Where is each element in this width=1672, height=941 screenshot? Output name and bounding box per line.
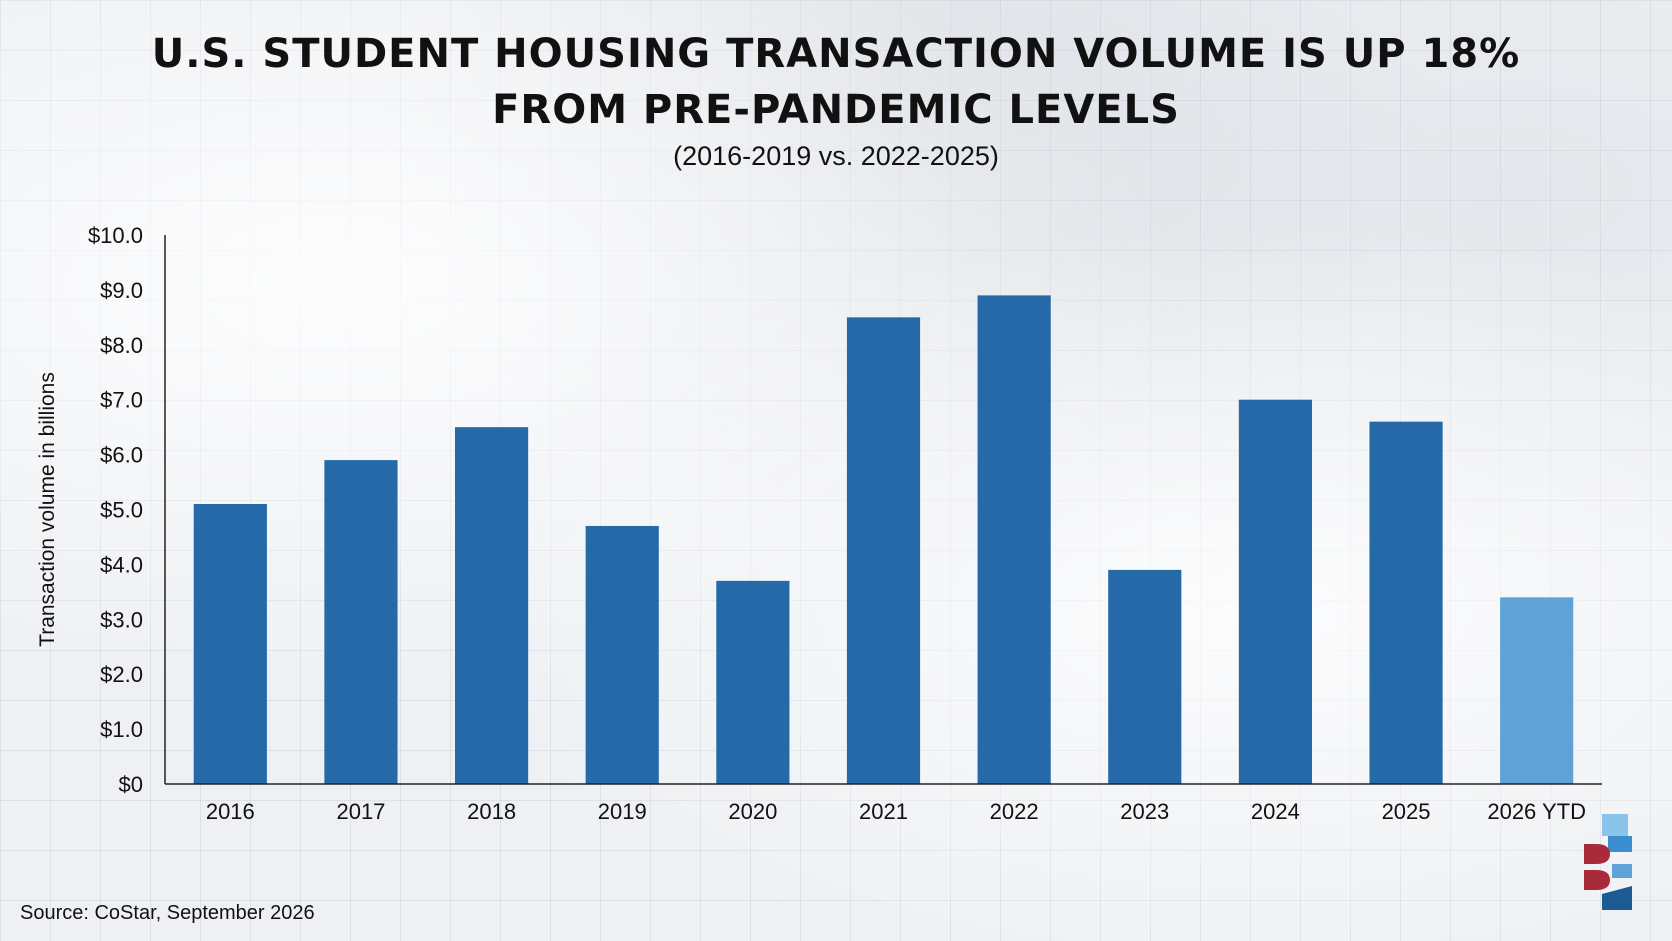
x-tick-label: 2018: [467, 799, 516, 824]
bar-2016: [193, 504, 267, 784]
y-tick-label: $9.0: [100, 278, 143, 303]
bar-2022: [977, 295, 1051, 784]
logo-bar-top: [1602, 814, 1628, 836]
source-note: Source: CoStar, September 2026: [20, 902, 315, 924]
bar-2018: [455, 427, 529, 784]
logo-bar-upper-right: [1608, 836, 1632, 852]
x-tick-label: 2021: [859, 799, 908, 824]
x-tick-label: 2023: [1120, 799, 1169, 824]
logo-red-upper: [1584, 844, 1610, 864]
logo-bar-middle: [1612, 864, 1632, 878]
bar-2024: [1238, 399, 1312, 784]
chart-subtitle: (2016-2019 vs. 2022-2025): [673, 141, 999, 171]
chart-title-line-1: U.S. STUDENT HOUSING TRANSACTION VOLUME …: [151, 31, 1521, 77]
be-logo-icon: [1584, 814, 1632, 910]
y-tick-label: $1.0: [100, 717, 143, 742]
y-tick-label: $3.0: [100, 607, 143, 632]
bar-2026-ytd: [1500, 597, 1574, 784]
y-axis-title: Transaction volume in billions: [36, 372, 59, 647]
x-tick-label: 2020: [728, 799, 777, 824]
y-tick-label: $8.0: [100, 333, 143, 358]
y-tick-label: $2.0: [100, 662, 143, 687]
x-tick-label: 2024: [1251, 799, 1300, 824]
x-tick-label: 2019: [598, 799, 647, 824]
y-tick-label: $10.0: [88, 223, 143, 248]
y-tick-label: $7.0: [100, 388, 143, 413]
logo-bar-bottom: [1602, 886, 1632, 910]
chart-title-line-2: FROM PRE-PANDEMIC LEVELS: [492, 87, 1180, 133]
chart-title: U.S. STUDENT HOUSING TRANSACTION VOLUME …: [0, 26, 1672, 138]
y-tick-label: $4.0: [100, 552, 143, 577]
bar-2019: [585, 525, 659, 784]
x-tick-label: 2017: [336, 799, 385, 824]
logo-red-lower: [1584, 870, 1610, 890]
bar-2021: [846, 317, 921, 784]
bar-2023: [1108, 569, 1182, 784]
x-tick-label: 2016: [206, 799, 255, 824]
y-tick-label: $0: [119, 772, 143, 797]
y-tick-label: $5.0: [100, 498, 143, 523]
y-tick-label: $6.0: [100, 443, 143, 468]
bar-2025: [1369, 421, 1443, 784]
x-tick-label: 2022: [990, 799, 1039, 824]
x-tick-label: 2025: [1382, 799, 1431, 824]
bar-2020: [716, 580, 790, 784]
x-tick-label: 2026 YTD: [1487, 799, 1586, 824]
bar-2017: [324, 460, 398, 784]
